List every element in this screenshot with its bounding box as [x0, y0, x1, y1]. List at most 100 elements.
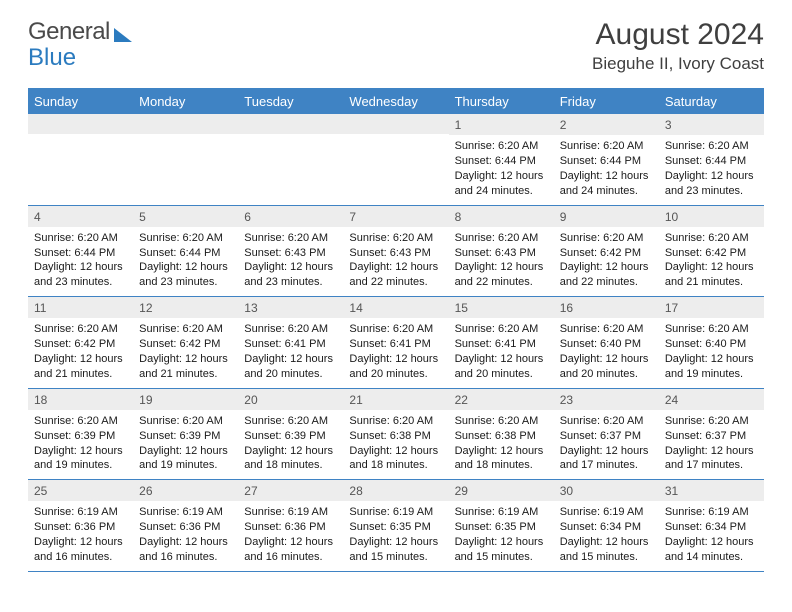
sunrise-text: Sunrise: 6:20 AM [349, 322, 442, 337]
daylight-text: Daylight: 12 hours and 20 minutes. [244, 352, 337, 382]
day-body: Sunrise: 6:20 AMSunset: 6:44 PMDaylight:… [659, 135, 764, 204]
sunset-text: Sunset: 6:44 PM [34, 246, 127, 261]
day-number: 12 [133, 297, 238, 318]
day-cell: 30Sunrise: 6:19 AMSunset: 6:34 PMDayligh… [554, 480, 659, 571]
weekday-sunday: Sunday [28, 90, 133, 114]
day-cell: 20Sunrise: 6:20 AMSunset: 6:39 PMDayligh… [238, 389, 343, 480]
day-cell: 24Sunrise: 6:20 AMSunset: 6:37 PMDayligh… [659, 389, 764, 480]
day-number: 18 [28, 389, 133, 410]
daylight-text: Daylight: 12 hours and 21 minutes. [34, 352, 127, 382]
day-body: Sunrise: 6:20 AMSunset: 6:41 PMDaylight:… [343, 318, 448, 387]
sunrise-text: Sunrise: 6:20 AM [349, 414, 442, 429]
day-cell: 7Sunrise: 6:20 AMSunset: 6:43 PMDaylight… [343, 206, 448, 297]
daylight-text: Daylight: 12 hours and 17 minutes. [560, 444, 653, 474]
sunset-text: Sunset: 6:41 PM [349, 337, 442, 352]
day-cell: 28Sunrise: 6:19 AMSunset: 6:35 PMDayligh… [343, 480, 448, 571]
daylight-text: Daylight: 12 hours and 16 minutes. [139, 535, 232, 565]
day-number: 3 [659, 114, 764, 135]
day-cell: 8Sunrise: 6:20 AMSunset: 6:43 PMDaylight… [449, 206, 554, 297]
calendar: Sunday Monday Tuesday Wednesday Thursday… [28, 88, 764, 572]
sunset-text: Sunset: 6:44 PM [455, 154, 548, 169]
week-row: 11Sunrise: 6:20 AMSunset: 6:42 PMDayligh… [28, 297, 764, 389]
day-body: Sunrise: 6:20 AMSunset: 6:44 PMDaylight:… [449, 135, 554, 204]
day-body: Sunrise: 6:20 AMSunset: 6:40 PMDaylight:… [659, 318, 764, 387]
sunset-text: Sunset: 6:42 PM [560, 246, 653, 261]
day-number [238, 114, 343, 134]
day-cell: 13Sunrise: 6:20 AMSunset: 6:41 PMDayligh… [238, 297, 343, 388]
sunrise-text: Sunrise: 6:20 AM [34, 322, 127, 337]
day-number [133, 114, 238, 134]
sunset-text: Sunset: 6:43 PM [455, 246, 548, 261]
day-number: 11 [28, 297, 133, 318]
day-cell: 6Sunrise: 6:20 AMSunset: 6:43 PMDaylight… [238, 206, 343, 297]
day-number: 25 [28, 480, 133, 501]
day-number: 2 [554, 114, 659, 135]
day-body: Sunrise: 6:19 AMSunset: 6:34 PMDaylight:… [659, 501, 764, 570]
day-cell: 9Sunrise: 6:20 AMSunset: 6:42 PMDaylight… [554, 206, 659, 297]
day-number: 19 [133, 389, 238, 410]
sunset-text: Sunset: 6:36 PM [244, 520, 337, 535]
sunrise-text: Sunrise: 6:20 AM [34, 414, 127, 429]
day-number: 23 [554, 389, 659, 410]
day-body: Sunrise: 6:19 AMSunset: 6:34 PMDaylight:… [554, 501, 659, 570]
sunset-text: Sunset: 6:40 PM [560, 337, 653, 352]
day-body: Sunrise: 6:20 AMSunset: 6:39 PMDaylight:… [28, 410, 133, 479]
location: Bieguhe II, Ivory Coast [592, 54, 764, 74]
day-cell: 5Sunrise: 6:20 AMSunset: 6:44 PMDaylight… [133, 206, 238, 297]
sunrise-text: Sunrise: 6:20 AM [139, 231, 232, 246]
sunset-text: Sunset: 6:44 PM [560, 154, 653, 169]
sunset-text: Sunset: 6:37 PM [560, 429, 653, 444]
day-number: 24 [659, 389, 764, 410]
daylight-text: Daylight: 12 hours and 24 minutes. [455, 169, 548, 199]
week-row: 1Sunrise: 6:20 AMSunset: 6:44 PMDaylight… [28, 114, 764, 206]
sunset-text: Sunset: 6:43 PM [244, 246, 337, 261]
sunrise-text: Sunrise: 6:20 AM [665, 231, 758, 246]
day-body: Sunrise: 6:19 AMSunset: 6:35 PMDaylight:… [343, 501, 448, 570]
logo-text-2: Blue [28, 44, 76, 72]
weekday-tuesday: Tuesday [238, 90, 343, 114]
sunset-text: Sunset: 6:39 PM [244, 429, 337, 444]
day-body: Sunrise: 6:20 AMSunset: 6:43 PMDaylight:… [238, 227, 343, 296]
sunrise-text: Sunrise: 6:20 AM [244, 322, 337, 337]
day-cell: 29Sunrise: 6:19 AMSunset: 6:35 PMDayligh… [449, 480, 554, 571]
header: General August 2024 Bieguhe II, Ivory Co… [28, 18, 764, 74]
day-cell: 31Sunrise: 6:19 AMSunset: 6:34 PMDayligh… [659, 480, 764, 571]
day-cell: 23Sunrise: 6:20 AMSunset: 6:37 PMDayligh… [554, 389, 659, 480]
day-number: 10 [659, 206, 764, 227]
day-number: 16 [554, 297, 659, 318]
day-number: 6 [238, 206, 343, 227]
day-cell: 18Sunrise: 6:20 AMSunset: 6:39 PMDayligh… [28, 389, 133, 480]
day-cell: 16Sunrise: 6:20 AMSunset: 6:40 PMDayligh… [554, 297, 659, 388]
day-cell [133, 114, 238, 205]
weekday-monday: Monday [133, 90, 238, 114]
sunset-text: Sunset: 6:36 PM [139, 520, 232, 535]
daylight-text: Daylight: 12 hours and 23 minutes. [244, 260, 337, 290]
weekday-friday: Friday [554, 90, 659, 114]
logo-triangle-icon [114, 28, 132, 42]
day-body: Sunrise: 6:19 AMSunset: 6:36 PMDaylight:… [133, 501, 238, 570]
day-number: 13 [238, 297, 343, 318]
day-body: Sunrise: 6:20 AMSunset: 6:40 PMDaylight:… [554, 318, 659, 387]
day-body: Sunrise: 6:20 AMSunset: 6:39 PMDaylight:… [238, 410, 343, 479]
logo-text-1: General [28, 18, 110, 46]
day-body: Sunrise: 6:19 AMSunset: 6:36 PMDaylight:… [238, 501, 343, 570]
sunrise-text: Sunrise: 6:20 AM [560, 231, 653, 246]
day-cell: 3Sunrise: 6:20 AMSunset: 6:44 PMDaylight… [659, 114, 764, 205]
sunrise-text: Sunrise: 6:20 AM [560, 322, 653, 337]
sunrise-text: Sunrise: 6:19 AM [244, 505, 337, 520]
daylight-text: Daylight: 12 hours and 20 minutes. [560, 352, 653, 382]
daylight-text: Daylight: 12 hours and 17 minutes. [665, 444, 758, 474]
daylight-text: Daylight: 12 hours and 21 minutes. [665, 260, 758, 290]
daylight-text: Daylight: 12 hours and 18 minutes. [349, 444, 442, 474]
day-number: 22 [449, 389, 554, 410]
day-number: 5 [133, 206, 238, 227]
daylight-text: Daylight: 12 hours and 15 minutes. [455, 535, 548, 565]
day-cell [238, 114, 343, 205]
sunrise-text: Sunrise: 6:20 AM [665, 414, 758, 429]
title-block: August 2024 Bieguhe II, Ivory Coast [592, 18, 764, 74]
sunrise-text: Sunrise: 6:19 AM [665, 505, 758, 520]
day-body: Sunrise: 6:20 AMSunset: 6:37 PMDaylight:… [659, 410, 764, 479]
daylight-text: Daylight: 12 hours and 22 minutes. [560, 260, 653, 290]
day-cell: 10Sunrise: 6:20 AMSunset: 6:42 PMDayligh… [659, 206, 764, 297]
day-number: 20 [238, 389, 343, 410]
